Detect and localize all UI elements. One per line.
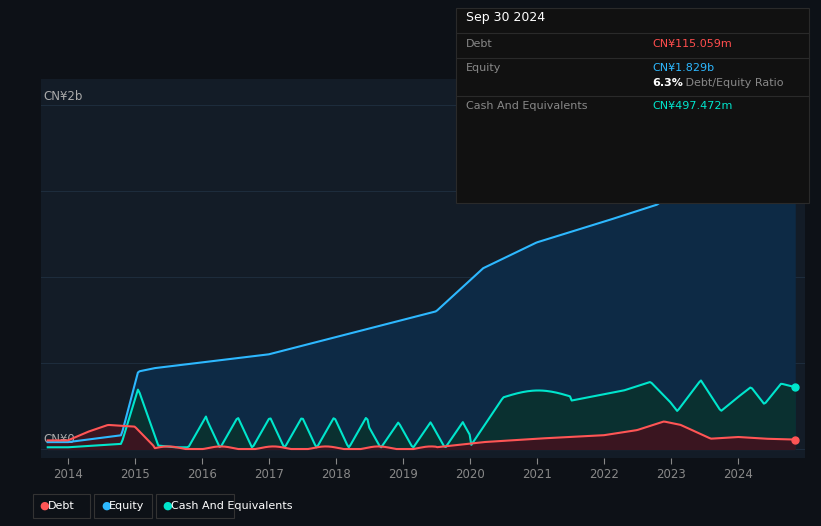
Text: Equity: Equity bbox=[109, 501, 144, 511]
Text: CN¥1.829b: CN¥1.829b bbox=[653, 63, 715, 73]
Text: ●: ● bbox=[163, 501, 172, 511]
Text: ●: ● bbox=[101, 501, 111, 511]
Text: CN¥115.059m: CN¥115.059m bbox=[653, 39, 732, 49]
Text: Debt/Equity Ratio: Debt/Equity Ratio bbox=[682, 78, 784, 88]
Text: Debt: Debt bbox=[466, 39, 493, 49]
Text: 6.3%: 6.3% bbox=[653, 78, 684, 88]
Text: CN¥497.472m: CN¥497.472m bbox=[653, 102, 733, 112]
Text: CN¥0: CN¥0 bbox=[44, 433, 75, 446]
Text: Cash And Equivalents: Cash And Equivalents bbox=[171, 501, 292, 511]
Text: Sep 30 2024: Sep 30 2024 bbox=[466, 11, 544, 24]
Text: Cash And Equivalents: Cash And Equivalents bbox=[466, 102, 587, 112]
Text: Equity: Equity bbox=[466, 63, 501, 73]
Text: ●: ● bbox=[39, 501, 49, 511]
Text: Debt: Debt bbox=[48, 501, 75, 511]
Text: CN¥2b: CN¥2b bbox=[44, 90, 83, 103]
